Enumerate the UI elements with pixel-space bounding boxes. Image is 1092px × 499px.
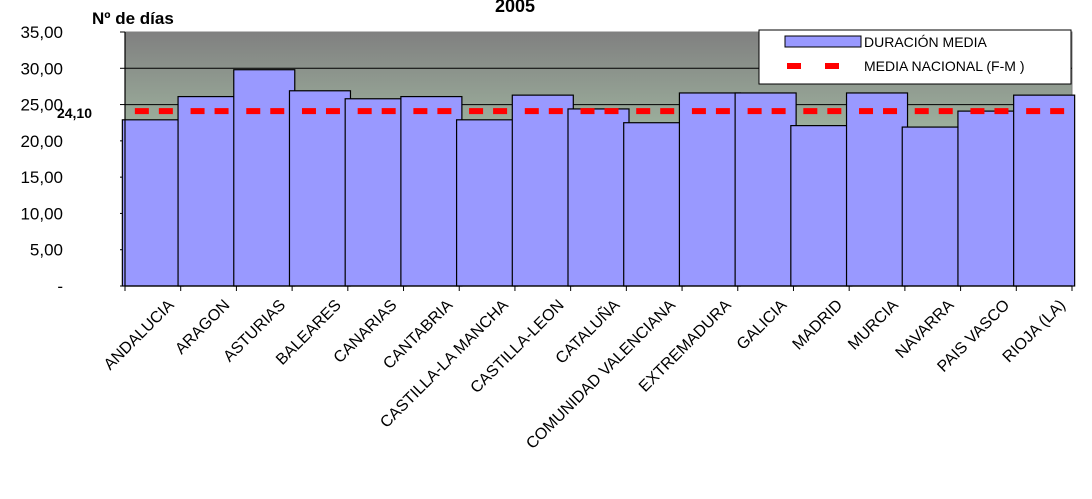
bar [734,92,797,287]
x-tick-label: EXTREMADURA [636,297,735,396]
bar [790,125,853,287]
x-tick-label: MURCIA [845,297,902,354]
y-tick-label: 10,00 [20,204,63,223]
y-tick-label: 25,00 [20,96,63,115]
x-tick-label: CASTILLA-LEON [468,297,568,397]
bar [233,69,296,287]
bar [845,92,909,287]
legend-label-media-nacional: MEDIA NACIONAL (F-M ) [864,58,1025,74]
bar [121,119,184,287]
x-axis [124,32,1073,291]
y-tick-label: 35,00 [20,23,63,42]
bar [455,119,519,287]
x-tick-label: MADRID [790,297,847,354]
chart-title: 2005 [495,0,535,16]
bar [901,126,964,287]
y-tick-label: 5,00 [30,241,63,260]
y-tick-label: 20,00 [20,132,63,151]
legend-swatch-duracion [784,35,862,48]
x-tick-label: GALICIA [734,297,791,354]
y-tick-label: - [57,277,63,296]
reference-value-label: 24,10 [57,105,92,121]
y-tick-label: 15,00 [20,168,63,187]
y-axis-title: Nº de días [92,9,174,28]
bar [344,98,407,287]
bar [288,90,352,287]
bars [121,69,1076,287]
y-axis-ticks: - 5,00 10,00 15,00 20,00 25,00 30,00 35,00 [20,23,125,296]
x-axis-labels: ANDALUCIAARAGONASTURIASBALEARESCANARIASC… [101,294,1069,452]
y-tick-label: 30,00 [20,59,63,78]
bar [400,95,463,287]
legend: DURACIÓN MEDIA MEDIA NACIONAL (F-M ) [758,29,1072,85]
legend-label-duracion: DURACIÓN MEDIA [864,34,988,50]
bar [511,94,574,287]
bar [1013,94,1076,287]
x-tick-label: ANDALUCIA [101,297,178,374]
bar [678,92,742,287]
bar [177,95,240,287]
bar [957,110,1020,287]
bar [623,122,686,287]
bar [567,108,630,287]
